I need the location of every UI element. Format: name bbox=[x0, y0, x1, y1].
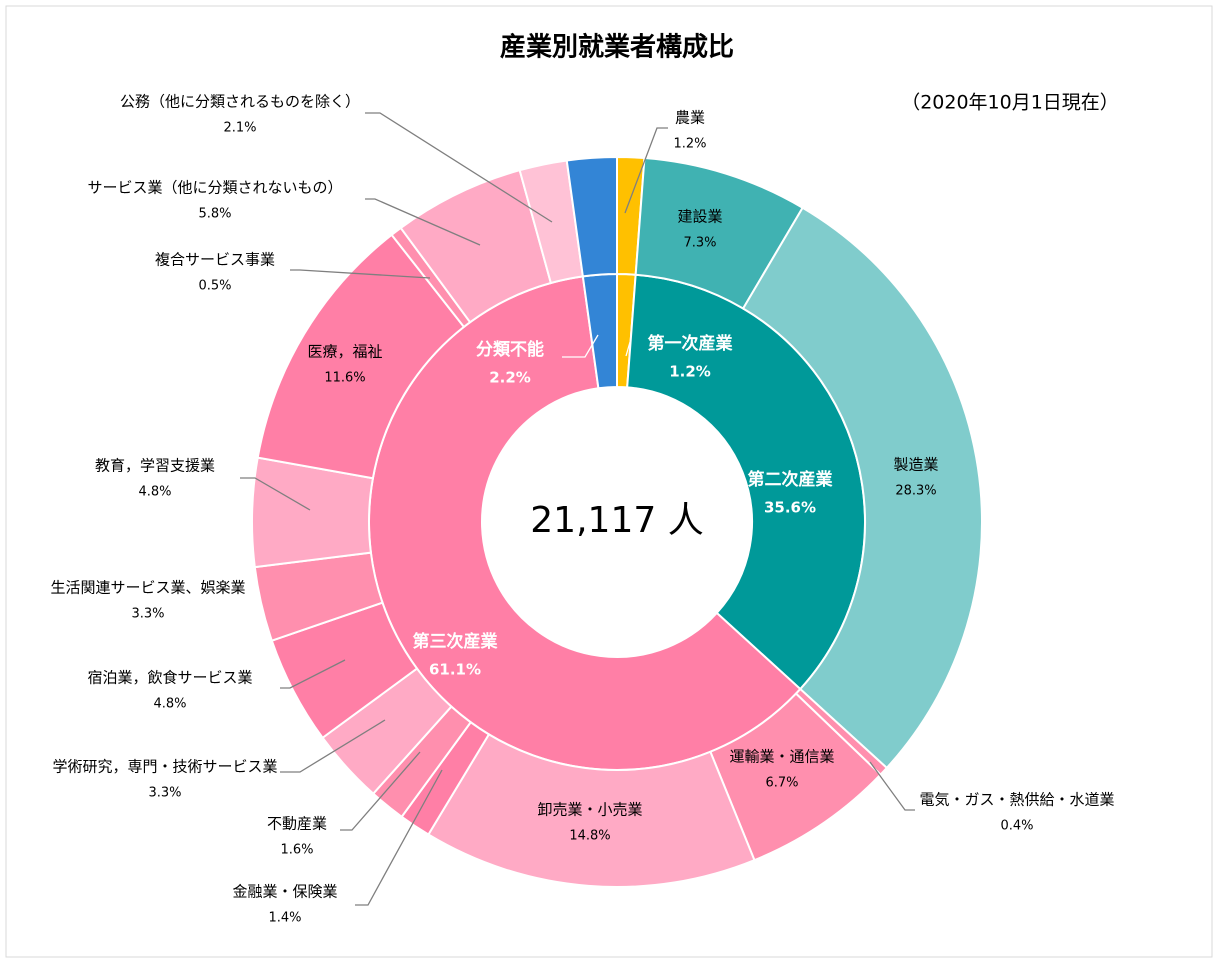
outer-label: 卸売業・小売業 bbox=[537, 801, 642, 819]
leader-line bbox=[365, 112, 553, 223]
leader-line bbox=[340, 751, 421, 831]
leader-line bbox=[280, 659, 346, 689]
leader-line bbox=[290, 269, 431, 279]
outer-label: 運輸業・通信業 bbox=[729, 748, 834, 766]
outer-value: 5.8% bbox=[198, 207, 231, 222]
outer-value: 4.8% bbox=[138, 485, 171, 500]
outer-label: サービス業（他に分類されないもの） bbox=[87, 179, 342, 197]
leader-line bbox=[562, 334, 599, 358]
outer-label: 生活関連サービス業、娯楽業 bbox=[50, 579, 245, 597]
outer-label: 公務（他に分類されるものを除く） bbox=[120, 93, 360, 111]
outer-value: 0.5% bbox=[198, 279, 231, 294]
inner-value: 1.2% bbox=[669, 363, 711, 381]
outer-label: 建設業 bbox=[677, 208, 722, 226]
outer-label: 不動産業 bbox=[267, 815, 327, 833]
outer-value: 7.3% bbox=[683, 236, 716, 251]
outer-value: 6.7% bbox=[765, 776, 798, 791]
inner-label: 第二次産業 bbox=[748, 469, 833, 490]
outer-wedge bbox=[565, 155, 618, 278]
outer-label: 学術研究，専門・技術サービス業 bbox=[52, 758, 277, 776]
inner-label: 第三次産業 bbox=[413, 631, 498, 652]
inner-label: 分類不能 bbox=[476, 339, 544, 360]
outer-value: 3.3% bbox=[131, 607, 164, 622]
subtitle: （2020年10月1日現在） bbox=[901, 92, 1119, 114]
outer-value: 28.3% bbox=[895, 484, 936, 499]
outer-label: 農業 bbox=[675, 109, 705, 127]
outer-value: 3.3% bbox=[148, 786, 181, 801]
inner-value: 2.2% bbox=[489, 369, 531, 387]
leader-line bbox=[365, 198, 481, 246]
leader-line bbox=[280, 719, 386, 773]
outer-label: 宿泊業，飲食サービス業 bbox=[87, 669, 252, 687]
outer-label: 製造業 bbox=[893, 456, 938, 474]
outer-value: 4.8% bbox=[153, 697, 186, 712]
outer-label: 医療，福祉 bbox=[307, 343, 382, 361]
outer-label: 電気・ガス・熱供給・水道業 bbox=[919, 791, 1114, 809]
outer-value: 1.2% bbox=[673, 137, 706, 152]
outer-value: 11.6% bbox=[324, 371, 365, 386]
leader-line bbox=[240, 477, 311, 511]
inner-value: 35.6% bbox=[764, 499, 816, 517]
outer-value: 14.8% bbox=[569, 829, 610, 844]
outer-value: 2.1% bbox=[223, 121, 256, 136]
outer-label: 金融業・保険業 bbox=[232, 883, 337, 901]
leader-line bbox=[625, 341, 631, 357]
outer-label: 複合サービス事業 bbox=[155, 251, 275, 269]
chart-title: 産業別就業者構成比 bbox=[500, 32, 734, 63]
leader-line bbox=[869, 761, 915, 811]
leader-line bbox=[355, 769, 443, 906]
outer-value: 1.6% bbox=[280, 843, 313, 858]
hole bbox=[482, 387, 752, 657]
inner-label: 第一次産業 bbox=[648, 333, 733, 354]
outer-wedge bbox=[741, 206, 983, 770]
outer-label: 教育，学習支援業 bbox=[95, 457, 215, 475]
outer-value: 1.4% bbox=[268, 911, 301, 926]
leader-line bbox=[624, 127, 668, 214]
inner-value: 61.1% bbox=[429, 661, 481, 679]
center-label: 21,117 人 bbox=[530, 500, 703, 541]
outer-value: 0.4% bbox=[1000, 819, 1033, 834]
